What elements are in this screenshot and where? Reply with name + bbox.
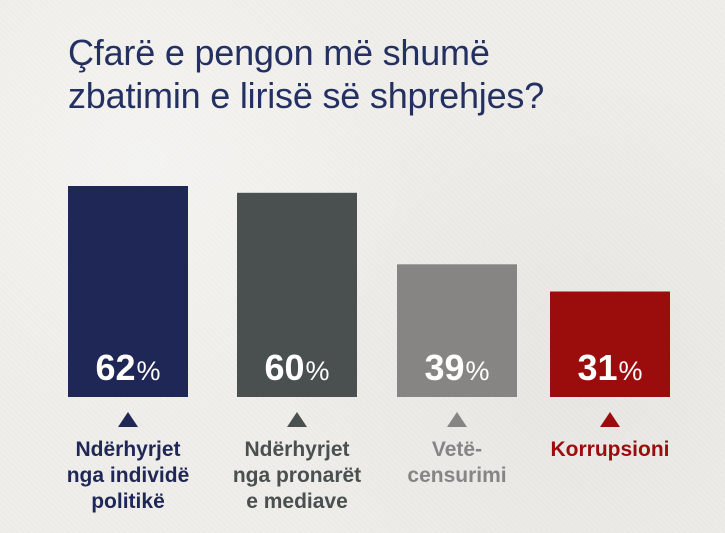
value-number-1: 62 bbox=[95, 347, 135, 388]
title-line-1: Çfarë e pengon më shumë bbox=[68, 32, 490, 73]
category-label-2-line-3: e mediave bbox=[246, 490, 348, 513]
value-label-2: 60% bbox=[264, 347, 329, 388]
title-line-2: zbatimin e lirisë së shprehjes? bbox=[68, 75, 545, 116]
category-label-1-line-3: politikë bbox=[91, 490, 165, 513]
category-label-1-line-2: nga individë bbox=[66, 464, 190, 487]
value-unit-3: % bbox=[466, 356, 490, 386]
category-label-1: Ndërhyrjet nga individë politikë bbox=[48, 437, 208, 515]
category-label-3-line-1: Vetë- bbox=[431, 438, 483, 461]
category-label-4: Korrupsioni bbox=[530, 437, 690, 463]
category-label-4-line-1: Korrupsioni bbox=[550, 438, 670, 461]
value-number-3: 39 bbox=[424, 347, 464, 388]
bar-3 bbox=[397, 264, 517, 397]
value-unit-2: % bbox=[306, 356, 330, 386]
bar-1 bbox=[68, 186, 188, 397]
bar-4 bbox=[550, 291, 670, 397]
value-label-4: 31% bbox=[577, 347, 642, 388]
value-number-2: 60 bbox=[264, 347, 304, 388]
category-label-2-line-2: nga pronarët bbox=[232, 464, 362, 487]
category-label-1-line-1: Ndërhyrjet bbox=[75, 438, 181, 461]
category-label-3: Vetë-censurimi bbox=[377, 437, 537, 489]
category-label-2-line-1: Ndërhyrjet bbox=[244, 438, 350, 461]
chart-title: Çfarë e pengon më shumë zbatimin e liris… bbox=[68, 31, 668, 117]
value-label-3: 39% bbox=[424, 347, 489, 388]
bar-2 bbox=[237, 192, 357, 397]
value-number-4: 31 bbox=[577, 347, 617, 388]
pointer-triangle-3 bbox=[447, 412, 467, 427]
category-label-3-line-2: censurimi bbox=[407, 464, 507, 487]
value-unit-1: % bbox=[137, 356, 161, 386]
value-unit-4: % bbox=[619, 356, 643, 386]
value-label-1: 62% bbox=[95, 347, 160, 388]
pointer-triangle-4 bbox=[600, 412, 620, 427]
pointer-triangle-2 bbox=[287, 412, 307, 427]
category-label-2: Ndërhyrjet nga pronarët e mediave bbox=[217, 437, 377, 515]
pointer-triangle-1 bbox=[118, 412, 138, 427]
